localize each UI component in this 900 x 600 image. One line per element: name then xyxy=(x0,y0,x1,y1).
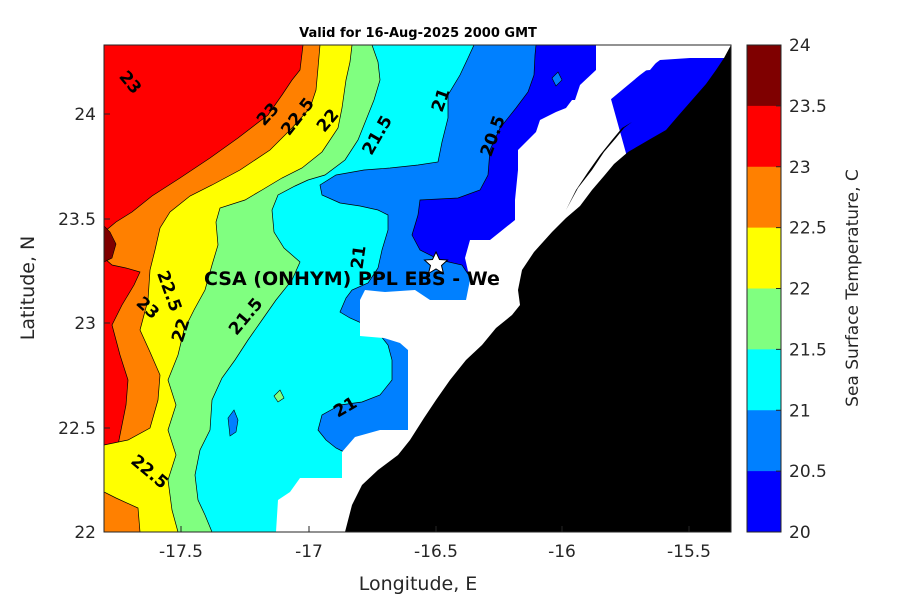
colorbar-swatch xyxy=(747,349,781,411)
colorbar-tick-label: 20 xyxy=(789,523,811,543)
y-axis-label: Latitude, N xyxy=(17,236,39,341)
colorbar-tick-label: 21 xyxy=(789,401,811,421)
sst-band-21.5-22-patch xyxy=(273,389,285,403)
colorbar-tick-label: 23.5 xyxy=(789,97,827,117)
x-tick-label: -17.5 xyxy=(159,542,203,562)
station-star-icon xyxy=(423,250,449,275)
sst-band-20.5-21-patch-south xyxy=(227,409,239,437)
x-tick-label: -16.5 xyxy=(414,542,458,562)
y-tick-label: 22 xyxy=(74,523,96,543)
y-tick-label: 23.5 xyxy=(58,210,96,230)
map-axes-box xyxy=(103,44,732,533)
x-tick-label: -15.5 xyxy=(667,542,711,562)
no-data-region-north xyxy=(575,45,731,100)
contour-label: 21 xyxy=(347,244,370,270)
colorbar-label: Sea Surface Temperature, C xyxy=(843,169,863,407)
map-title: Valid for 16-Aug-2025 2000 GMT xyxy=(299,26,537,41)
coastline-land xyxy=(345,45,731,532)
colorbar-swatch xyxy=(747,471,781,533)
colorbar-tick-label: 22 xyxy=(789,280,811,300)
sst-band-23.5-24-patch xyxy=(104,225,117,263)
x-axis-label: Longitude, E xyxy=(359,573,478,595)
colorbar-tick-label: 23 xyxy=(789,158,811,178)
y-tick-label: 24 xyxy=(74,105,96,125)
colorbar: 24 23.5 23 22.5 22 21.5 21 20.5 20 Sea Surface T… xyxy=(746,36,863,543)
station-label: CSA (ONHYM) PPL EBS - We xyxy=(204,268,500,290)
sst-band-20.5-21-patch xyxy=(551,71,563,87)
y-tick-label: 22.5 xyxy=(58,419,96,439)
y-axis: 24 23.5 23 22.5 22 Latitude, N xyxy=(17,105,110,543)
colorbar-swatch xyxy=(747,288,781,350)
colorbar-swatch xyxy=(747,227,781,289)
colorbar-swatch xyxy=(747,45,781,107)
y-tick-label: 23 xyxy=(74,314,96,334)
x-tick-label: -16 xyxy=(548,542,576,562)
colorbar-swatch xyxy=(747,410,781,472)
x-axis: -17.5 -17 -16.5 -16 -15.5 Longitude, E xyxy=(159,526,711,595)
map-plot-area: 23 23 22.5 22 21.5 21 20.5 21 22.5 23 22… xyxy=(104,45,731,532)
colorbar-swatch xyxy=(747,105,781,168)
x-tick-label: -17 xyxy=(295,542,323,562)
colorbar-tick-label: 21.5 xyxy=(789,340,827,360)
colorbar-tick-label: 24 xyxy=(789,36,811,56)
colorbar-tick-label: 20.5 xyxy=(789,462,827,482)
colorbar-swatch xyxy=(747,166,781,229)
colorbar-tick-label: 22.5 xyxy=(789,219,827,239)
